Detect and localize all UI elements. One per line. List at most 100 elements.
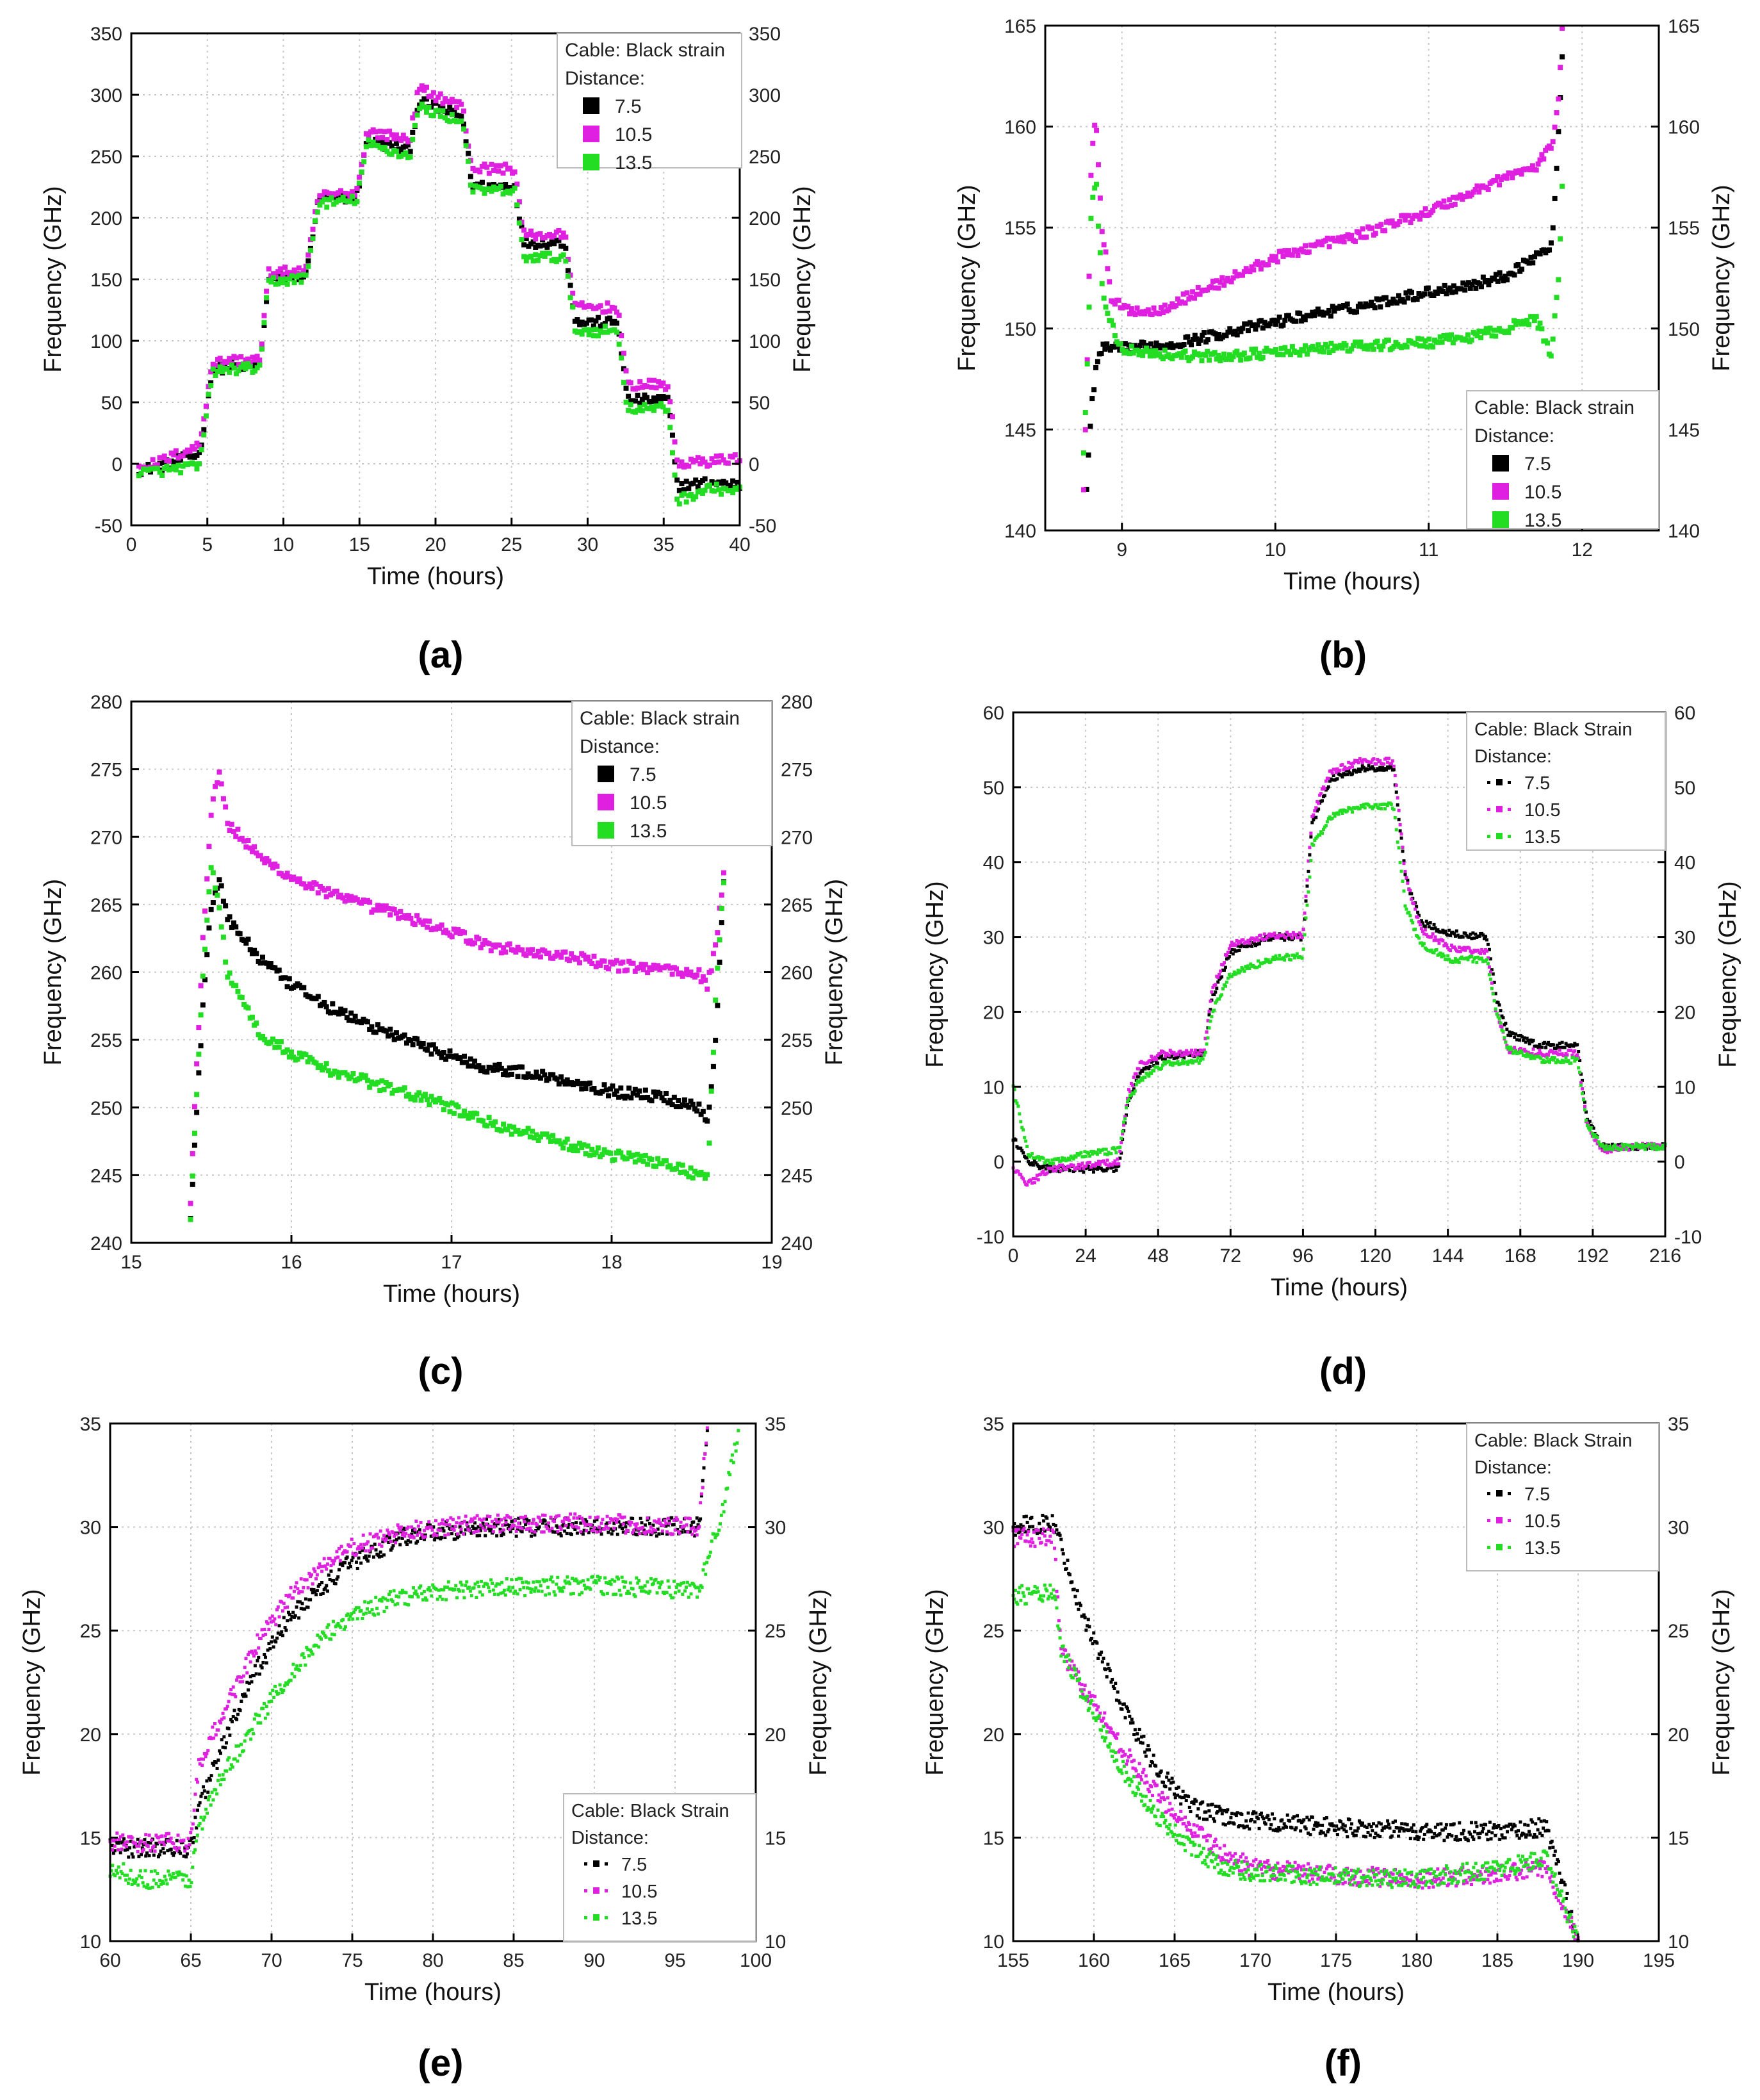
data-point (358, 1550, 362, 1554)
data-point (236, 368, 241, 373)
data-point (1499, 1021, 1503, 1025)
data-point (427, 918, 432, 924)
data-point (1309, 832, 1313, 835)
data-point (272, 965, 278, 971)
data-point (272, 1645, 275, 1649)
data-point (284, 1593, 288, 1597)
data-point (279, 1633, 282, 1637)
data-point (1619, 1147, 1623, 1151)
data-point (268, 961, 273, 967)
data-point (314, 199, 320, 204)
data-point (1341, 239, 1347, 245)
x-tick-label: 11 (1419, 539, 1438, 561)
data-point (250, 354, 256, 360)
data-point (665, 384, 671, 390)
data-point (598, 962, 603, 968)
data-point (1339, 808, 1343, 812)
data-point (379, 1529, 382, 1533)
data-point (1352, 761, 1356, 765)
data-point (231, 365, 237, 371)
data-point (617, 1520, 621, 1524)
data-point (1023, 1180, 1027, 1184)
data-point (1127, 311, 1133, 316)
data-point (1088, 423, 1093, 429)
data-point (1155, 1058, 1159, 1062)
data-point (1153, 348, 1159, 354)
y-tick-label-right: 200 (749, 208, 781, 229)
data-point (713, 942, 719, 947)
data-point (1212, 285, 1218, 291)
data-point (436, 108, 441, 113)
data-point (1210, 279, 1216, 284)
caption-d: (d) (1319, 1350, 1367, 1392)
data-point (1422, 291, 1428, 297)
data-point (408, 915, 414, 921)
data-point (1452, 960, 1456, 964)
y-tick-label-right: 150 (749, 270, 781, 291)
data-point (194, 466, 200, 472)
data-point (153, 1849, 157, 1853)
data-point (380, 140, 386, 145)
data-point (1358, 757, 1362, 760)
data-point (1419, 336, 1424, 342)
data-point (323, 894, 329, 899)
data-point (250, 1650, 254, 1653)
series-13.5 (1011, 801, 1667, 1165)
data-point (1264, 937, 1267, 941)
data-point (1168, 1048, 1172, 1052)
data-point (1577, 1050, 1581, 1054)
data-point (1095, 1162, 1099, 1166)
data-point (1223, 333, 1229, 339)
data-point (163, 1841, 167, 1844)
data-point (1471, 931, 1475, 935)
data-point (1212, 331, 1218, 337)
data-point (1274, 954, 1278, 958)
data-point (387, 140, 393, 145)
data-point (567, 283, 573, 288)
data-point (730, 489, 736, 495)
data-point (244, 1657, 248, 1661)
data-point (1421, 944, 1424, 947)
data-point (152, 1844, 156, 1848)
data-point (1432, 951, 1436, 955)
data-point (1337, 343, 1343, 349)
data-point (1319, 345, 1325, 351)
data-point (1317, 807, 1321, 811)
data-point (418, 1097, 424, 1103)
data-point (1426, 922, 1430, 926)
data-point (1402, 859, 1406, 863)
data-point (237, 931, 243, 937)
data-point (133, 1845, 136, 1849)
data-point (345, 1550, 349, 1554)
data-point (1358, 234, 1364, 240)
data-point (715, 1003, 721, 1008)
data-point (1207, 1013, 1211, 1017)
data-point (1524, 1054, 1528, 1058)
data-point (708, 968, 714, 974)
data-point (542, 1072, 548, 1078)
data-point (1483, 937, 1487, 940)
data-point (639, 408, 645, 414)
data-point (1472, 936, 1476, 940)
data-point (410, 1094, 416, 1100)
data-point (1376, 344, 1382, 350)
data-point (1039, 1172, 1043, 1176)
data-point (1485, 938, 1488, 942)
data-point (688, 456, 694, 462)
y-tick-label-right: 270 (781, 827, 813, 848)
data-point (1354, 309, 1360, 315)
data-point (699, 1517, 703, 1521)
data-point (702, 1466, 706, 1470)
data-point (348, 1010, 354, 1016)
data-point (1467, 946, 1471, 950)
data-point (1137, 343, 1143, 349)
data-point (480, 1065, 485, 1071)
y-tick-label-right: 0 (1674, 1152, 1685, 1173)
data-point (213, 783, 218, 789)
data-point (1659, 1147, 1663, 1151)
data-point (117, 1848, 120, 1852)
data-point (1629, 1144, 1633, 1148)
data-point (336, 1011, 341, 1017)
data-point (706, 1140, 712, 1146)
